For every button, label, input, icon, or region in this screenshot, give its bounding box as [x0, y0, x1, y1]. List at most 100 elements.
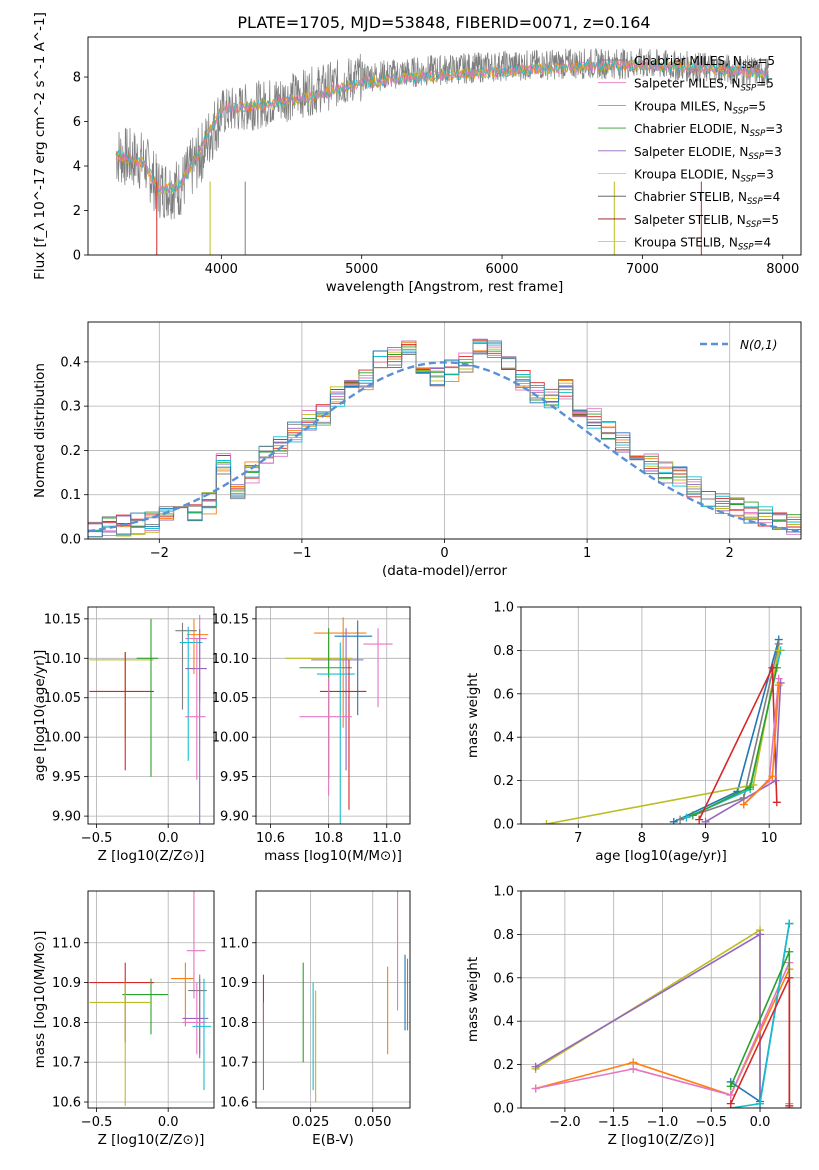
error-bar-point	[89, 651, 154, 771]
axes-frame	[87, 606, 215, 825]
x-tick-label: −1	[292, 546, 311, 561]
x-tick-label: 0.0	[158, 1115, 179, 1130]
y-tick-label: 0.4	[493, 731, 514, 746]
legend-entry: Kroupa MILES, NSSP=5	[634, 99, 766, 116]
mass-weight-marker	[785, 947, 794, 956]
y-axis-label: Normed distribution	[32, 363, 48, 498]
mass-weight-marker	[629, 1064, 638, 1073]
mass-weight-marker	[726, 1090, 735, 1099]
mass-weight-marker	[772, 798, 781, 807]
y-tick-label: 0.4	[60, 355, 81, 370]
x-axis-label: age [log10(age/yr)]	[595, 848, 727, 864]
normal-curve	[88, 361, 801, 533]
y-axis-label: mass weight	[465, 673, 481, 758]
error-bar-point	[186, 891, 206, 999]
panel-mass-vs-EBV: 0.025 0.050 10.6 10.7 10.8 10.9 11.0 E(B-V)	[220, 890, 411, 1148]
y-tick-label: 0.2	[60, 444, 81, 459]
x-tick-label: −0.5	[81, 1115, 113, 1130]
x-tick-label: 0.050	[354, 1115, 391, 1130]
spectrum-model-line	[115, 59, 769, 194]
y-tick-label: 0.8	[493, 928, 514, 943]
x-tick-label: 1	[583, 546, 591, 561]
x-tick-label: −2	[150, 546, 169, 561]
x-tick-label: −0.5	[81, 831, 113, 846]
error-bar-point	[122, 978, 169, 1035]
legend-entry: N(0,1)	[740, 338, 777, 352]
x-tick-label: 10.8	[314, 831, 343, 846]
mass-weight-marker	[746, 783, 755, 792]
y-tick-label: 10.6	[52, 1096, 81, 1111]
plot-area	[89, 891, 212, 1107]
plot-area	[262, 891, 409, 1103]
error-bar-point	[299, 628, 352, 779]
mass-weight-marker	[676, 815, 685, 824]
error-bar-point	[363, 628, 393, 708]
x-tick-label: 10.6	[256, 831, 285, 846]
y-tick-label: 0.0	[60, 533, 81, 548]
x-tick-label: 8	[638, 831, 646, 846]
mass-weight-marker	[701, 817, 710, 824]
error-bar-point	[171, 962, 194, 1027]
residual-histogram	[88, 340, 801, 535]
plot-area	[285, 617, 393, 824]
y-tick-label: 9.90	[52, 810, 81, 825]
y-tick-label: 10.10	[212, 652, 249, 667]
mass-weight-marker	[531, 1062, 540, 1071]
mass-weight-marker	[726, 1099, 735, 1108]
legend-entry: Salpeter STELIB, NSSP=5	[634, 213, 779, 230]
mass-weight-marker	[682, 813, 691, 822]
x-axis-label: E(B-V)	[312, 1132, 354, 1148]
y-tick-label: 0.4	[493, 1015, 514, 1030]
panel-residuals: −2 −1 0 1 2 0.0 0.1 0.2 0.3 0.4 (data-model)/error…	[32, 321, 802, 579]
mass-weight-marker	[669, 817, 678, 824]
mass-weight-marker	[785, 1101, 794, 1108]
y-tick-label: 1.0	[493, 601, 514, 616]
y-tick-label: 0.8	[493, 644, 514, 659]
legend-entry: Kroupa STELIB, NSSP=4	[634, 236, 771, 253]
mass-weight-marker	[785, 973, 794, 982]
y-tick-label: 10.05	[212, 691, 249, 706]
plot-area	[89, 614, 209, 824]
y-tick-label: 0	[73, 249, 81, 264]
y-tick-label: 10.00	[44, 731, 81, 746]
error-bar-point	[175, 622, 197, 710]
mass-weight-marker	[774, 681, 783, 690]
y-tick-label: 10.8	[52, 1016, 81, 1031]
y-tick-label: 10.05	[44, 691, 81, 706]
y-tick-label: 6	[73, 115, 81, 130]
mass-weight-marker	[739, 800, 748, 809]
axes-frame	[87, 36, 802, 256]
y-axis-label: Flux [f_λ 10^-17 erg cm^-2 s^-1 A^-1]	[32, 12, 48, 280]
legend-entry: Salpeter MILES, NSSP=5	[634, 77, 774, 94]
x-tick-label: 11.0	[372, 831, 401, 846]
x-tick-label: 9	[701, 831, 709, 846]
y-tick-label: 10.9	[220, 976, 249, 991]
axes-frame	[255, 606, 411, 825]
panel-age-vs-Z: −0.5 0.0 9.90 9.95 10.00 10.05 10.10 10.15 Z [lo…	[32, 606, 215, 864]
error-bar-point	[89, 651, 154, 739]
y-tick-label: 0.3	[60, 400, 81, 415]
mass-weight-marker	[695, 815, 704, 824]
axes-frame	[255, 890, 411, 1109]
mass-weight-marker	[774, 646, 783, 655]
error-bar-point	[186, 618, 209, 675]
y-tick-label: 10.9	[52, 976, 81, 991]
y-tick-label: 0.6	[493, 687, 514, 702]
mass-weight-marker	[785, 919, 794, 928]
x-tick-label: 0	[440, 546, 448, 561]
mass-weight-marker	[756, 1099, 765, 1108]
axes-frame	[87, 321, 802, 540]
x-axis-label: Z [log10(Z/Z⊙)]	[98, 848, 205, 864]
mass-weight-marker	[531, 1084, 540, 1093]
legend-entry: Kroupa ELODIE, NSSP=3	[634, 168, 774, 185]
x-axis-label: wavelength [Angstrom, rest frame]	[326, 279, 564, 295]
x-tick-label: 0.0	[750, 1115, 771, 1130]
x-tick-label: 8000	[766, 262, 799, 277]
x-tick-label: 0.0	[158, 831, 179, 846]
x-tick-label: 4000	[205, 262, 238, 277]
axes-frame	[87, 890, 215, 1109]
x-tick-label: 2	[726, 546, 734, 561]
y-tick-label: 10.7	[52, 1056, 81, 1071]
x-tick-label: −1.0	[647, 1115, 679, 1130]
y-tick-label: 9.90	[220, 810, 249, 825]
